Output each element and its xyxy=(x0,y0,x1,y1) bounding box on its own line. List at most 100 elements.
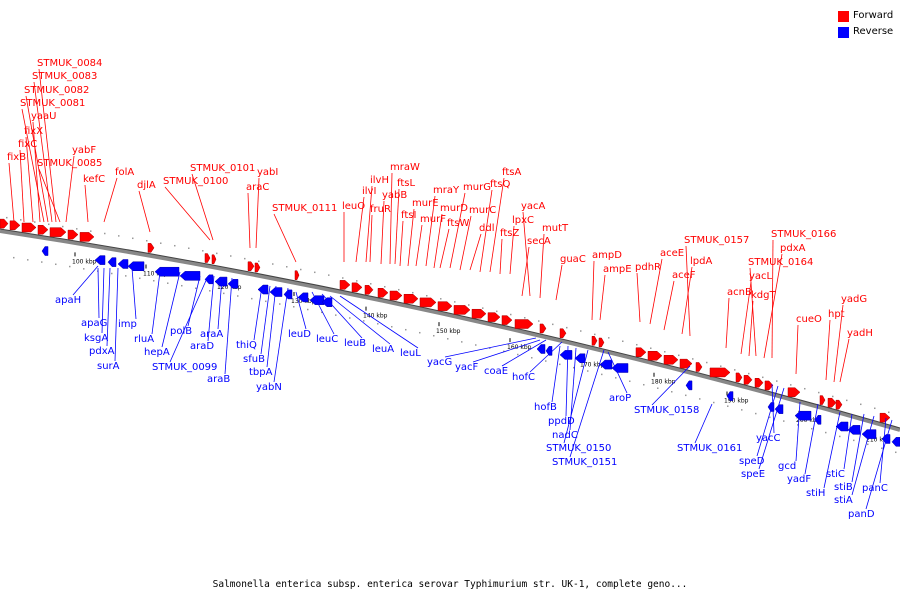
forward-leader-line xyxy=(681,266,693,335)
reverse-leader-line xyxy=(217,277,223,330)
forward-leader-line xyxy=(439,228,450,269)
minor-tick xyxy=(846,399,848,402)
forward-gene-label: acnB xyxy=(727,287,752,298)
reverse-gene xyxy=(574,353,586,364)
minor-tick xyxy=(27,259,29,261)
minor-tick xyxy=(153,279,155,282)
minor-tick xyxy=(328,274,330,276)
minor-tick xyxy=(251,297,253,300)
forward-gene-label: fixB xyxy=(7,152,26,163)
forward-gene-label: STMUK_0166 xyxy=(771,229,836,240)
minor-tick xyxy=(839,435,841,438)
forward-leader-line xyxy=(355,196,365,263)
minor-tick xyxy=(146,239,148,242)
forward-leader-line xyxy=(479,189,493,273)
reverse-gene-label: hofB xyxy=(534,402,557,413)
minor-tick xyxy=(111,272,113,275)
forward-gene-label: yaaU xyxy=(31,111,57,122)
forward-gene-label: hpt xyxy=(828,309,845,320)
reverse-gene-label: araB xyxy=(207,374,230,385)
forward-gene xyxy=(591,336,598,346)
forward-gene-label: fixC xyxy=(18,139,37,150)
reverse-gene-label: panC xyxy=(862,483,888,494)
reverse-gene-label: surA xyxy=(97,361,120,372)
minor-tick xyxy=(559,363,561,366)
minor-tick xyxy=(790,384,792,386)
reverse-leader-line xyxy=(114,267,119,362)
forward-gene-label: yadG xyxy=(841,294,867,305)
reverse-leader-line xyxy=(565,345,569,417)
forward-gene xyxy=(37,224,49,235)
label-layer: fixBfixCfixXyaaUSTMUK_0081STMUK_0082STMU… xyxy=(7,58,893,520)
forward-leader-line xyxy=(415,224,423,267)
minor-tick xyxy=(293,306,295,308)
minor-tick xyxy=(552,323,554,326)
minor-tick xyxy=(888,411,890,414)
reverse-gene-label: STMUK_0158 xyxy=(634,405,699,416)
forward-gene xyxy=(735,372,743,383)
minor-tick xyxy=(720,365,722,367)
minor-tick xyxy=(377,323,379,325)
reverse-leader-line xyxy=(843,413,853,470)
forward-gene xyxy=(419,297,437,308)
minor-tick xyxy=(286,266,288,268)
minor-tick xyxy=(223,292,225,295)
reverse-gene xyxy=(257,284,269,295)
forward-leader-line xyxy=(663,280,675,331)
reverse-gene-label: tbpA xyxy=(249,367,273,378)
minor-tick xyxy=(13,256,15,259)
forward-leader-line xyxy=(389,172,393,265)
forward-leader-line xyxy=(649,258,663,325)
reverse-leader-line xyxy=(865,419,893,510)
forward-leader-line xyxy=(247,192,251,249)
minor-tick xyxy=(776,380,778,382)
reverse-gene xyxy=(94,255,106,265)
minor-tick xyxy=(517,353,519,356)
minor-tick xyxy=(48,223,50,226)
minor-tick xyxy=(230,255,232,257)
forward-gene xyxy=(437,301,453,311)
forward-leader-line xyxy=(839,338,850,383)
reverse-leader-line xyxy=(169,275,209,363)
forward-leader-line xyxy=(521,246,530,297)
reverse-gene-label: stiA xyxy=(834,495,853,506)
reverse-gene xyxy=(227,279,239,289)
forward-gene xyxy=(0,218,9,229)
forward-leader-line xyxy=(365,185,373,263)
forward-gene xyxy=(879,412,891,423)
forward-gene xyxy=(21,222,37,233)
minor-tick xyxy=(699,398,701,400)
forward-leader-line xyxy=(32,121,41,223)
tick-label: 210 kbp xyxy=(866,436,891,443)
forward-leader-line xyxy=(748,300,754,357)
tick-label: 100 kbp xyxy=(72,258,97,265)
minor-tick xyxy=(468,304,470,306)
tick-label: 120 kbp xyxy=(217,284,242,291)
forward-gene xyxy=(709,367,731,378)
tick-label: 190 kbp xyxy=(724,397,749,404)
tick-label: 140 kbp xyxy=(363,313,388,320)
minor-tick xyxy=(34,221,36,223)
forward-gene-label: ftsQ xyxy=(490,179,510,190)
reverse-leader-line xyxy=(551,345,561,403)
forward-leader-line xyxy=(8,162,15,223)
forward-gene-label: STMUK_0157 xyxy=(684,235,749,246)
minor-tick xyxy=(125,275,127,277)
reverse-gene-label: apaH xyxy=(55,295,81,306)
forward-gene-label: yabB xyxy=(382,190,407,201)
reverse-leader-line xyxy=(651,365,691,406)
reverse-gene xyxy=(814,415,822,425)
forward-leader-line xyxy=(763,253,783,359)
legend-reverse-label: Reverse xyxy=(853,26,894,37)
minor-tick xyxy=(825,431,827,434)
forward-gene-label: ampE xyxy=(603,264,632,275)
minor-tick xyxy=(769,416,771,419)
minor-tick xyxy=(895,451,897,454)
reverse-gene xyxy=(536,344,546,354)
minor-tick xyxy=(818,391,820,394)
forward-gene-label: STMUK_0084 xyxy=(37,58,102,69)
reverse-gene-label: stiB xyxy=(834,482,853,493)
minor-tick xyxy=(643,383,645,386)
reverse-gene xyxy=(726,391,734,401)
minor-tick xyxy=(755,412,757,415)
